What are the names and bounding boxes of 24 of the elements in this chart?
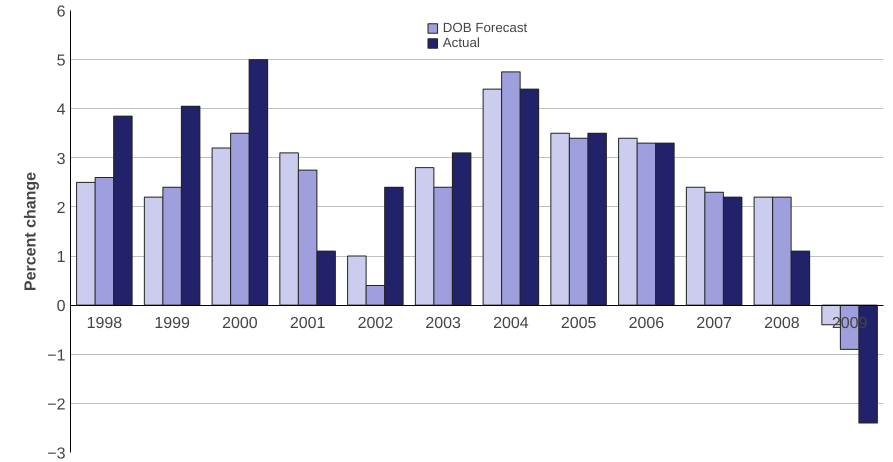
legend-label: DOB Forecast bbox=[442, 20, 528, 35]
x-tick-label: 2001 bbox=[290, 315, 326, 332]
y-tick-label: −1 bbox=[47, 347, 66, 364]
x-tick-label: 2007 bbox=[696, 315, 732, 332]
y-tick-label: 3 bbox=[56, 150, 66, 168]
x-tick-label: 2008 bbox=[764, 315, 800, 332]
y-tick-label: 4 bbox=[56, 102, 66, 119]
legend-label: Actual bbox=[442, 35, 480, 50]
y-axis-title: Percent change bbox=[22, 172, 40, 292]
x-tick-label: 2004 bbox=[493, 315, 529, 332]
x-tick-label: 2002 bbox=[358, 315, 394, 332]
x-tick-label: 2003 bbox=[425, 315, 462, 332]
x-tick-label: 2005 bbox=[560, 315, 597, 332]
y-tick-label: 2 bbox=[56, 200, 66, 217]
y-tick-label: −2 bbox=[47, 396, 66, 414]
x-tick-label: 1999 bbox=[154, 315, 190, 332]
x-tick-label: 2006 bbox=[628, 315, 664, 332]
x-tick-label: 2000 bbox=[222, 315, 258, 332]
y-tick-label: 0 bbox=[56, 298, 66, 316]
y-tick-label: 1 bbox=[56, 249, 66, 266]
x-tick-label: 1998 bbox=[86, 315, 122, 332]
y-tick-label: 5 bbox=[56, 52, 66, 70]
y-tick-label: −3 bbox=[47, 446, 66, 462]
y-tick-label: 6 bbox=[56, 4, 66, 20]
